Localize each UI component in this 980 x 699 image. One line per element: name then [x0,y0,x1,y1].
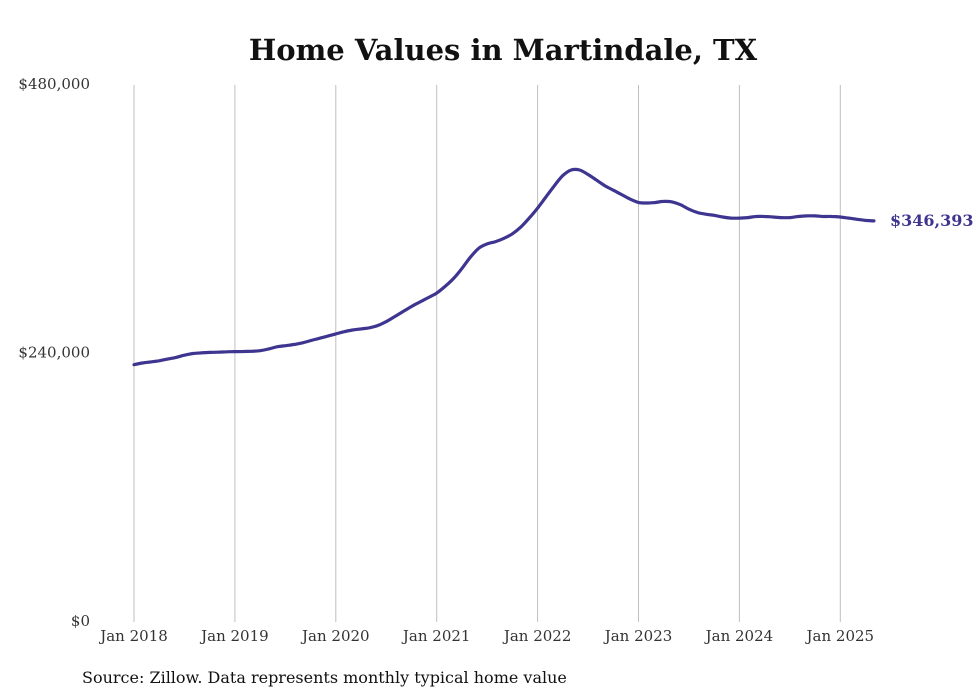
grid-layer [133,85,841,622]
y-tick-label: $240,000 [18,344,90,362]
x-tick-label: Jan 2022 [502,627,572,645]
end-value-label: $346,393 [890,211,974,230]
x-tick-label: Jan 2024 [704,627,774,645]
source-note: Source: Zillow. Data represents monthly … [82,668,567,687]
y-axis: $0 $240,000 $480,000 [18,75,90,630]
series-line [132,167,876,367]
x-tick-label: Jan 2019 [199,627,269,645]
x-tick-label: Jan 2018 [98,627,168,645]
x-tick-label: Jan 2025 [805,627,875,645]
label-layer: $346,393 [890,211,974,230]
y-tick-label: $480,000 [18,75,90,93]
y-tick-label: $0 [71,612,90,630]
x-tick-label: Jan 2020 [300,627,370,645]
x-tick-label: Jan 2023 [603,627,673,645]
chart-title: Home Values in Martindale, TX [249,33,758,67]
x-axis: Jan 2018 Jan 2019 Jan 2020 Jan 2021 Jan 2022… [98,627,874,645]
x-tick-label: Jan 2021 [401,627,471,645]
series-layer [132,167,876,367]
